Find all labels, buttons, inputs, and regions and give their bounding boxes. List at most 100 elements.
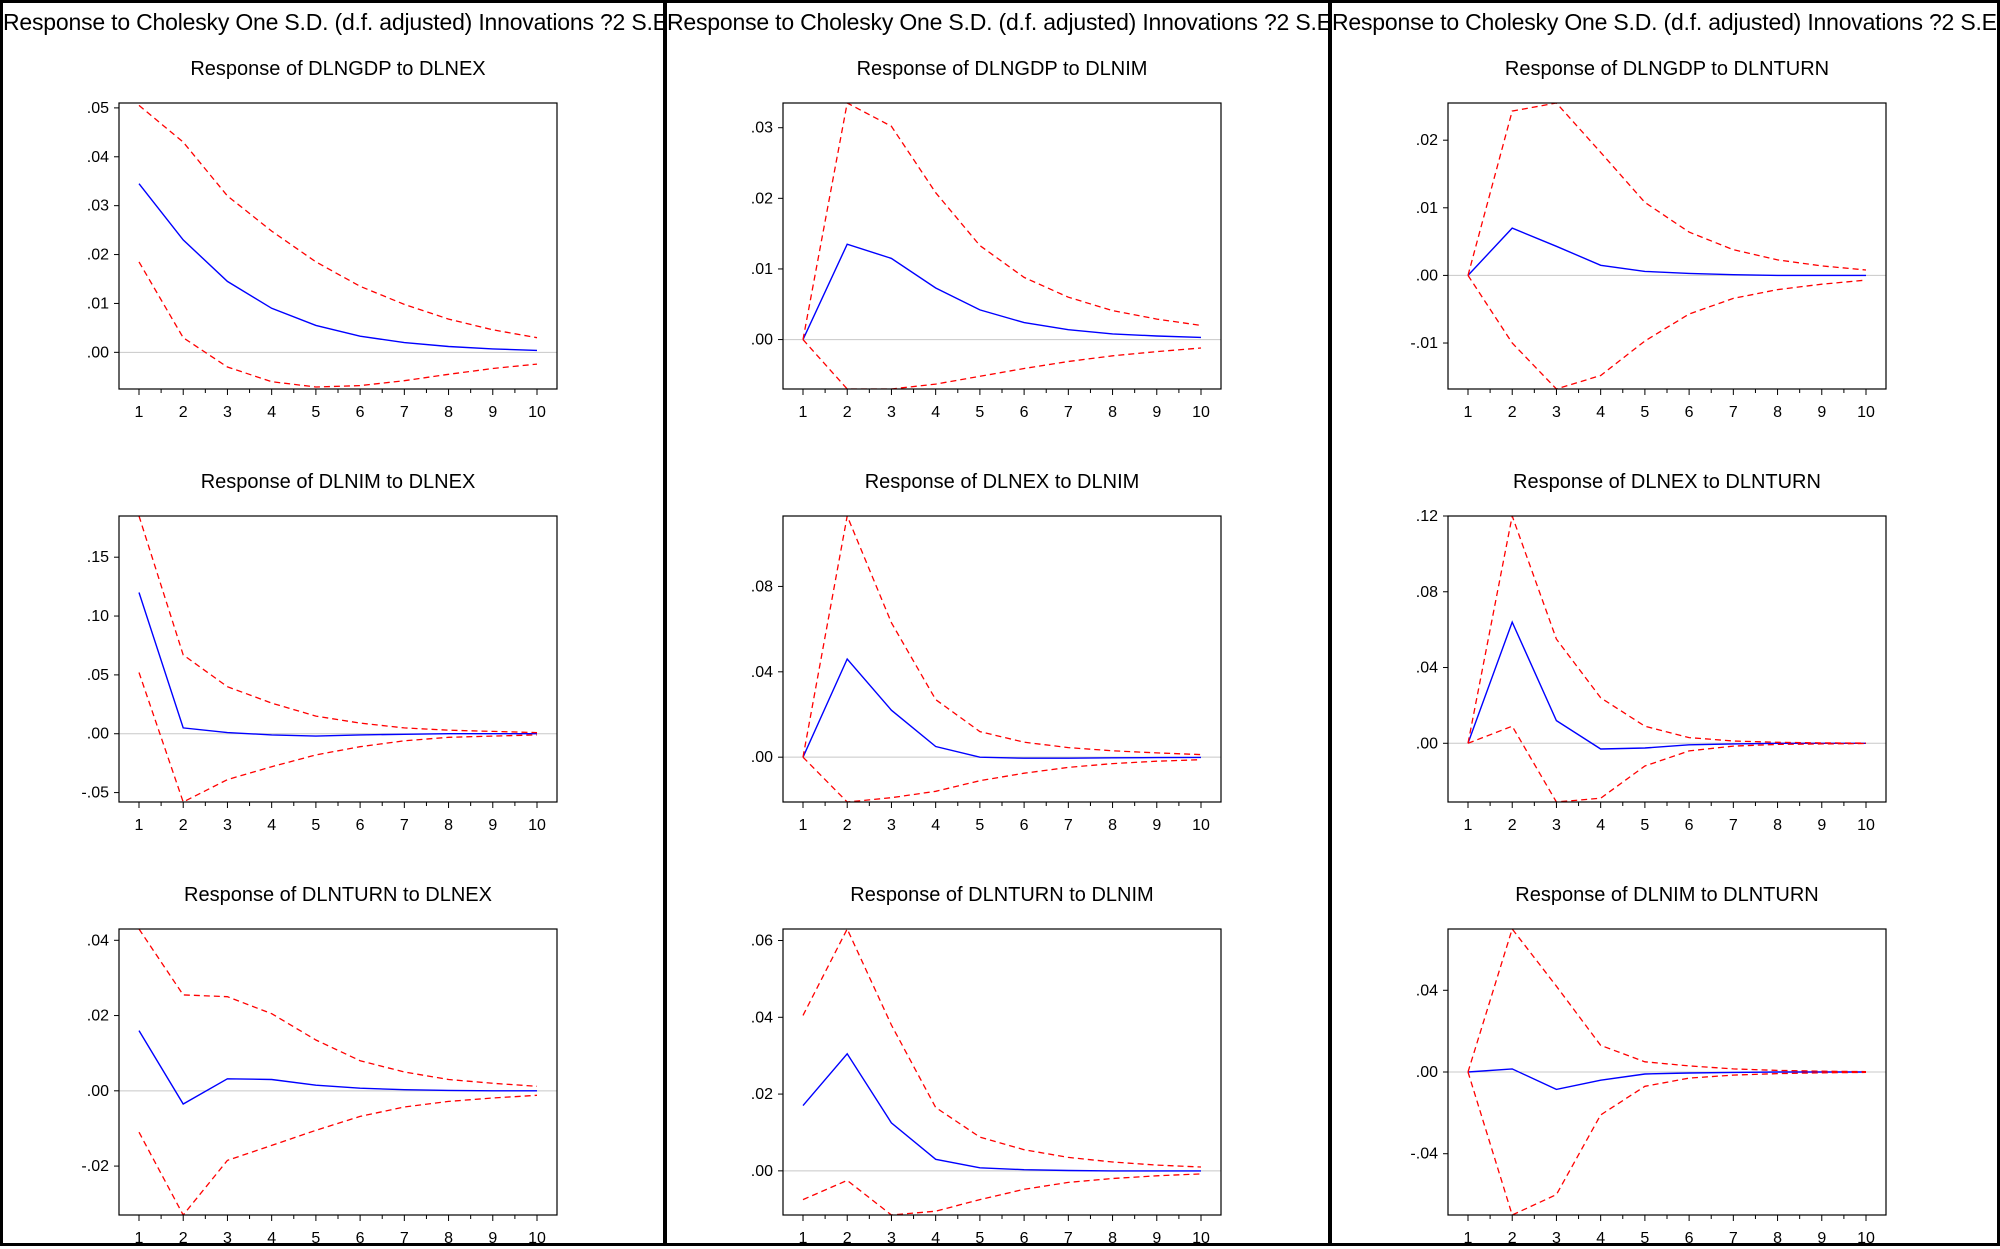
x-tick-label: 3 bbox=[1552, 1230, 1561, 1246]
y-tick-label: -.05 bbox=[81, 785, 109, 802]
x-tick-label: 9 bbox=[1152, 817, 1161, 834]
x-tick-label: 7 bbox=[400, 404, 409, 421]
y-tick-label: .02 bbox=[87, 1008, 109, 1025]
x-tick-label: 7 bbox=[1729, 1230, 1738, 1246]
upper-band-line bbox=[802, 929, 1202, 1168]
x-tick-label: 8 bbox=[1773, 1230, 1782, 1246]
irf-chart: Response of DLNIM to DLNEX -.05 .00 .05 .10.… bbox=[81, 471, 558, 834]
x-tick-label: 8 bbox=[444, 817, 453, 834]
x-tick-label: 3 bbox=[1552, 817, 1561, 834]
y-tick-label: .05 bbox=[87, 667, 109, 684]
x-tick-label: 9 bbox=[1152, 1230, 1161, 1246]
y-tick-label: .01 bbox=[751, 261, 773, 278]
y-tick-label: .00 bbox=[87, 1083, 109, 1100]
impulse-response-line bbox=[802, 243, 1202, 340]
x-tick-label: 6 bbox=[1685, 404, 1694, 421]
x-tick-label: 9 bbox=[488, 1230, 497, 1246]
y-tick-label: .00 bbox=[1416, 267, 1438, 284]
x-tick-label: 4 bbox=[267, 404, 276, 421]
x-tick-label: 5 bbox=[311, 1230, 320, 1246]
x-tick-label: 8 bbox=[1108, 404, 1117, 421]
x-tick-label: 1 bbox=[1464, 817, 1473, 834]
lower-band-line bbox=[802, 756, 1202, 802]
x-tick-label: 7 bbox=[1064, 1230, 1073, 1246]
y-tick-label: .08 bbox=[1416, 584, 1438, 601]
irf-chart: Response of DLNGDP to DLNEX .00 .01 .02 .03.… bbox=[87, 58, 558, 421]
x-tick-label: 7 bbox=[400, 1230, 409, 1246]
panel-header: Response to Cholesky One S.D. (d.f. adju… bbox=[3, 9, 666, 35]
panel-header: Response to Cholesky One S.D. (d.f. adju… bbox=[667, 9, 1331, 35]
y-tick-label: -.02 bbox=[81, 1158, 109, 1175]
x-tick-label: 7 bbox=[1729, 404, 1738, 421]
y-tick-label: .01 bbox=[1416, 200, 1438, 217]
x-tick-label: 2 bbox=[1508, 1230, 1517, 1246]
lower-band-line bbox=[802, 339, 1202, 389]
lower-band-line bbox=[1467, 725, 1867, 802]
x-tick-label: 9 bbox=[1817, 1230, 1826, 1246]
y-tick-label: .04 bbox=[87, 932, 109, 949]
x-tick-label: 5 bbox=[1640, 1230, 1649, 1246]
x-tick-label: 3 bbox=[887, 817, 896, 834]
chart-title: Response of DLNGDP to DLNIM bbox=[857, 58, 1148, 80]
chart-title: Response of DLNTURN to DLNEX bbox=[184, 884, 492, 906]
lower-band-line bbox=[802, 1173, 1202, 1215]
x-tick-label: 8 bbox=[444, 404, 453, 421]
y-tick-label: .00 bbox=[87, 344, 109, 361]
chart-title: Response of DLNEX to DLNIM bbox=[865, 471, 1140, 493]
y-tick-label: .04 bbox=[751, 1009, 773, 1026]
x-tick-label: 10 bbox=[1192, 1230, 1210, 1246]
y-tick-label: .04 bbox=[87, 149, 109, 166]
x-tick-label: 10 bbox=[1857, 404, 1875, 421]
y-tick-label: .00 bbox=[751, 1163, 773, 1180]
chart-title: Response of DLNIM to DLNEX bbox=[201, 471, 476, 493]
upper-band-line bbox=[1467, 929, 1867, 1073]
impulse-response-line bbox=[1467, 1068, 1866, 1091]
lower-band-line bbox=[1467, 1071, 1867, 1215]
x-tick-label: 1 bbox=[1464, 1230, 1473, 1246]
x-tick-label: 1 bbox=[799, 1230, 808, 1246]
impulse-response-line bbox=[138, 1030, 537, 1105]
irf-chart: Response of DLNEX to DLNTURN .00 .04 .08 .12… bbox=[1416, 471, 1887, 834]
x-tick-label: 9 bbox=[488, 817, 497, 834]
y-tick-label: .08 bbox=[751, 578, 773, 595]
irf-chart: Response of DLNEX to DLNIM .00 .04 .08 1 2 3 4 5… bbox=[751, 471, 1222, 834]
x-tick-label: 6 bbox=[1020, 817, 1029, 834]
x-tick-label: 10 bbox=[1857, 1230, 1875, 1246]
x-tick-label: 4 bbox=[1596, 1230, 1605, 1246]
irf-panel-dlnturn: Response to Cholesky One S.D. (d.f. adju… bbox=[1329, 0, 2000, 1246]
x-tick-label: 2 bbox=[1508, 817, 1517, 834]
x-tick-label: 8 bbox=[1773, 404, 1782, 421]
upper-band-line bbox=[802, 103, 1202, 340]
chart-title: Response of DLNTURN to DLNIM bbox=[850, 884, 1153, 906]
lower-band-line bbox=[138, 261, 538, 388]
y-tick-label: .00 bbox=[1416, 1064, 1438, 1081]
x-tick-label: 1 bbox=[135, 817, 144, 834]
x-tick-label: 4 bbox=[267, 817, 276, 834]
x-tick-label: 2 bbox=[843, 1230, 852, 1246]
x-tick-label: 10 bbox=[1192, 404, 1210, 421]
x-tick-label: 3 bbox=[1552, 404, 1561, 421]
y-tick-label: .04 bbox=[1416, 660, 1438, 677]
plot-frame bbox=[1447, 515, 1887, 803]
lower-band-line bbox=[1467, 275, 1867, 389]
x-tick-label: 7 bbox=[1729, 817, 1738, 834]
x-tick-label: 7 bbox=[1064, 404, 1073, 421]
chart-title: Response of DLNGDP to DLNTURN bbox=[1505, 58, 1829, 80]
irf-chart: Response of DLNTURN to DLNIM .00 .02 .04 .06… bbox=[751, 884, 1222, 1246]
x-tick-label: 6 bbox=[356, 404, 365, 421]
x-tick-label: 5 bbox=[311, 404, 320, 421]
plot-frame bbox=[782, 928, 1222, 1216]
upper-band-line bbox=[138, 104, 538, 339]
impulse-response-line bbox=[1467, 227, 1866, 277]
y-tick-label: .00 bbox=[1416, 735, 1438, 752]
x-tick-label: 3 bbox=[223, 1230, 232, 1246]
upper-band-line bbox=[138, 516, 538, 734]
lower-band-line bbox=[138, 1094, 538, 1215]
x-tick-label: 2 bbox=[179, 1230, 188, 1246]
y-tick-label: .00 bbox=[87, 726, 109, 743]
x-tick-label: 1 bbox=[135, 1230, 144, 1246]
y-tick-label: .02 bbox=[751, 1086, 773, 1103]
impulse-response-line bbox=[138, 592, 537, 737]
plot-frame bbox=[1447, 928, 1887, 1216]
upper-band-line bbox=[1467, 516, 1867, 744]
